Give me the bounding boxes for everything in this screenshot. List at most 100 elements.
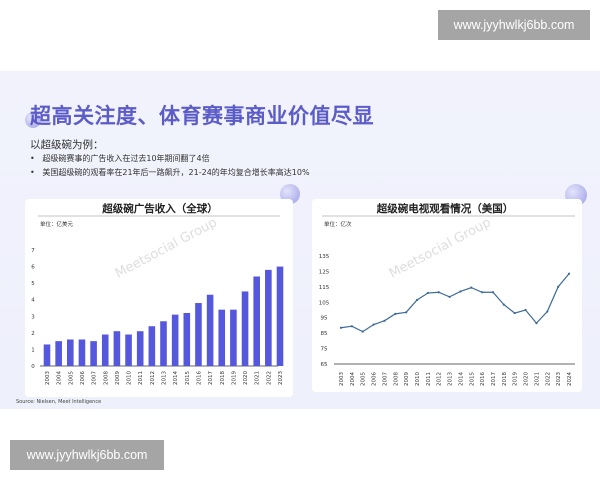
x-tick-label: 2005	[68, 371, 74, 385]
watermark-top: www.jyyhwlkj6bb.com	[438, 10, 590, 40]
bar	[101, 334, 109, 366]
series-line	[340, 273, 570, 333]
data-point	[459, 290, 462, 293]
x-tick-label: 2021	[255, 371, 261, 385]
bar	[125, 334, 132, 366]
data-point	[524, 308, 527, 312]
bar	[43, 344, 51, 366]
bullet-item: • 超级碗赛事的广告收入在过去10年期间翻了4倍	[30, 154, 210, 163]
x-tick-label: 2013	[162, 371, 168, 385]
unit-label: 单位：亿次	[324, 220, 352, 228]
y-tick-label: 95	[321, 316, 328, 322]
data-point	[535, 322, 538, 325]
y-tick-label: 7	[31, 248, 35, 254]
x-tick-label: 2007	[92, 371, 98, 385]
x-tick-label: 2019	[231, 371, 237, 385]
x-tick-label: 2023	[556, 372, 562, 386]
unit-label: 单位：亿美元	[40, 220, 74, 228]
bar	[218, 309, 226, 366]
y-tick-label: 65	[321, 362, 328, 368]
chart-title: 超级碗电视观看情况（美国）	[376, 202, 514, 215]
x-tick-label: 2020	[524, 372, 530, 386]
y-tick-label: 4	[31, 298, 35, 304]
chart-title: 超级碗广告收入（全球）	[101, 202, 218, 215]
intro-text: 以超级碗为例：	[30, 139, 104, 151]
bar	[183, 312, 191, 366]
x-tick-label: 2022	[266, 371, 272, 385]
bullet-item: • 美国超级碗的观看率在21年后一路飙升，21-24的年均复合增长率高达10%	[30, 168, 310, 177]
bar	[113, 331, 121, 366]
bar	[67, 339, 74, 366]
x-tick-label: 2017	[491, 372, 497, 386]
x-tick-label: 2018	[220, 371, 226, 385]
bar	[241, 291, 249, 366]
data-point	[426, 291, 429, 295]
x-tick-label: 2007	[382, 372, 388, 386]
bullet-text: 超级碗赛事的广告收入在过去10年期间翻了4倍	[42, 154, 210, 163]
x-tick-label: 2014	[173, 371, 179, 385]
bar	[78, 339, 86, 366]
data-point	[557, 285, 560, 288]
y-tick-label: 115	[319, 285, 330, 291]
source-note: Source: Nielsen, Meet Intelligence	[16, 399, 102, 405]
y-tick-label: 75	[321, 347, 328, 353]
data-point	[372, 323, 375, 326]
data-point	[361, 330, 364, 333]
data-point	[491, 291, 495, 294]
x-tick-label: 2015	[185, 371, 191, 385]
y-tick-label: 1	[31, 347, 35, 353]
bar	[171, 314, 179, 366]
data-point	[339, 326, 343, 329]
bar	[253, 276, 260, 366]
chart-watermark: Meetsocial Group	[387, 215, 494, 281]
x-tick-label: 2016	[480, 372, 486, 386]
x-tick-label: 2010	[415, 372, 421, 386]
x-tick-label: 2021	[534, 372, 540, 386]
x-tick-label: 2022	[545, 372, 551, 386]
data-point	[513, 311, 516, 315]
data-point	[567, 272, 571, 275]
x-tick-label: 2011	[138, 371, 144, 385]
bar	[195, 303, 202, 366]
x-tick-label: 2004	[57, 371, 63, 385]
y-tick-label: 0	[31, 364, 35, 370]
bar	[206, 294, 214, 366]
y-tick-label: 105	[319, 300, 330, 306]
data-point	[470, 286, 473, 289]
data-point	[502, 303, 505, 306]
x-tick-label: 2009	[404, 372, 410, 386]
data-point	[350, 325, 353, 328]
x-tick-label: 2006	[372, 372, 378, 386]
y-tick-label: 2	[31, 331, 35, 337]
data-point	[383, 319, 386, 322]
data-point	[415, 298, 419, 302]
bar	[160, 321, 167, 366]
data-point	[437, 291, 440, 294]
page-title: 超高关注度、体育赛事商业价值尽显	[30, 104, 374, 128]
x-tick-label: 2011	[426, 372, 432, 386]
x-tick-label: 2017	[208, 371, 214, 385]
x-tick-label: 2003	[339, 372, 345, 386]
x-tick-label: 2020	[243, 371, 249, 385]
data-point	[546, 310, 549, 313]
y-tick-label: 6	[31, 265, 35, 271]
bullet-text: 美国超级碗的观看率在21年后一路飙升，21-24的年均复合增长率高达10%	[42, 168, 310, 177]
data-point	[448, 295, 451, 298]
x-tick-label: 2019	[513, 372, 519, 386]
data-point	[481, 291, 484, 294]
watermark-bottom: www.jyyhwlkj6bb.com	[10, 440, 164, 470]
x-tick-label: 2023	[278, 371, 284, 385]
x-tick-label: 2009	[115, 371, 121, 385]
x-tick-label: 2013	[448, 372, 454, 386]
data-point	[394, 312, 397, 315]
x-tick-label: 2012	[437, 372, 443, 386]
x-tick-label: 2015	[469, 372, 475, 386]
chart-watermark: Meetsocial Group	[113, 215, 220, 281]
bar	[230, 309, 237, 366]
x-tick-label: 2008	[103, 371, 109, 385]
x-tick-label: 2010	[127, 371, 133, 385]
y-tick-label: 85	[321, 331, 328, 337]
bar	[90, 341, 97, 366]
x-tick-label: 2014	[458, 372, 464, 386]
bar	[136, 331, 144, 366]
